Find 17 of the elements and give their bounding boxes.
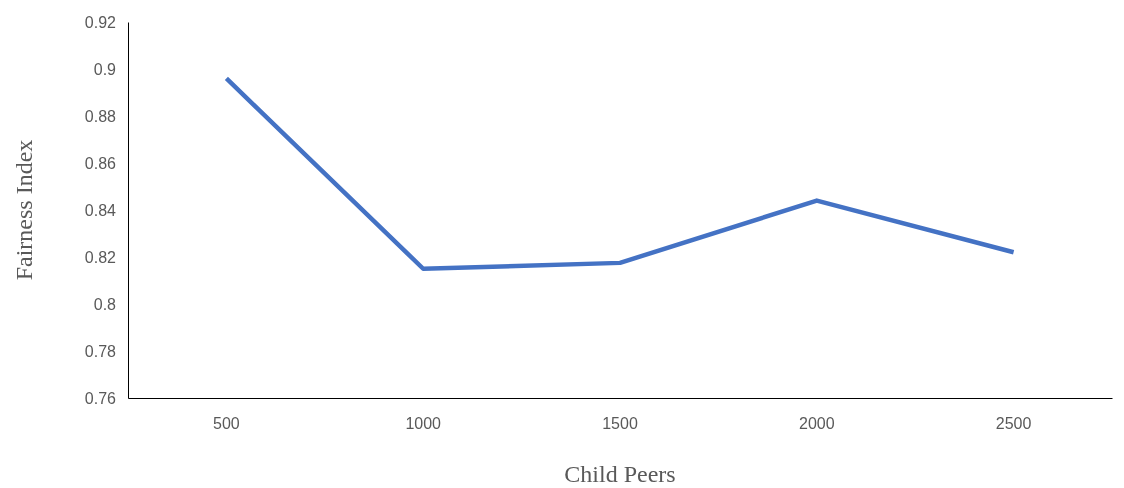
x-tick-label: 2000 bbox=[799, 415, 835, 433]
y-tick-label: 0.78 bbox=[84, 342, 117, 360]
x-axis-title: Child Peers bbox=[564, 461, 676, 487]
x-tick-label: 2500 bbox=[995, 415, 1032, 433]
y-tick-label: 0.88 bbox=[84, 107, 117, 125]
x-tick-label: 500 bbox=[213, 415, 240, 433]
y-axis-title: Fairness Index bbox=[11, 139, 37, 281]
y-tick-label: 0.8 bbox=[93, 295, 117, 313]
y-tick-label: 0.9 bbox=[93, 60, 117, 78]
x-tick-label: 1000 bbox=[405, 415, 442, 433]
y-tick-label: 0.76 bbox=[84, 389, 117, 407]
x-tick-label: 1500 bbox=[602, 415, 638, 433]
y-tick-label: 0.86 bbox=[84, 154, 117, 172]
y-tick-label: 0.84 bbox=[84, 201, 117, 219]
line-series bbox=[224, 76, 1016, 271]
y-tick-label: 0.82 bbox=[84, 248, 117, 266]
y-tick-label: 0.92 bbox=[84, 13, 117, 31]
